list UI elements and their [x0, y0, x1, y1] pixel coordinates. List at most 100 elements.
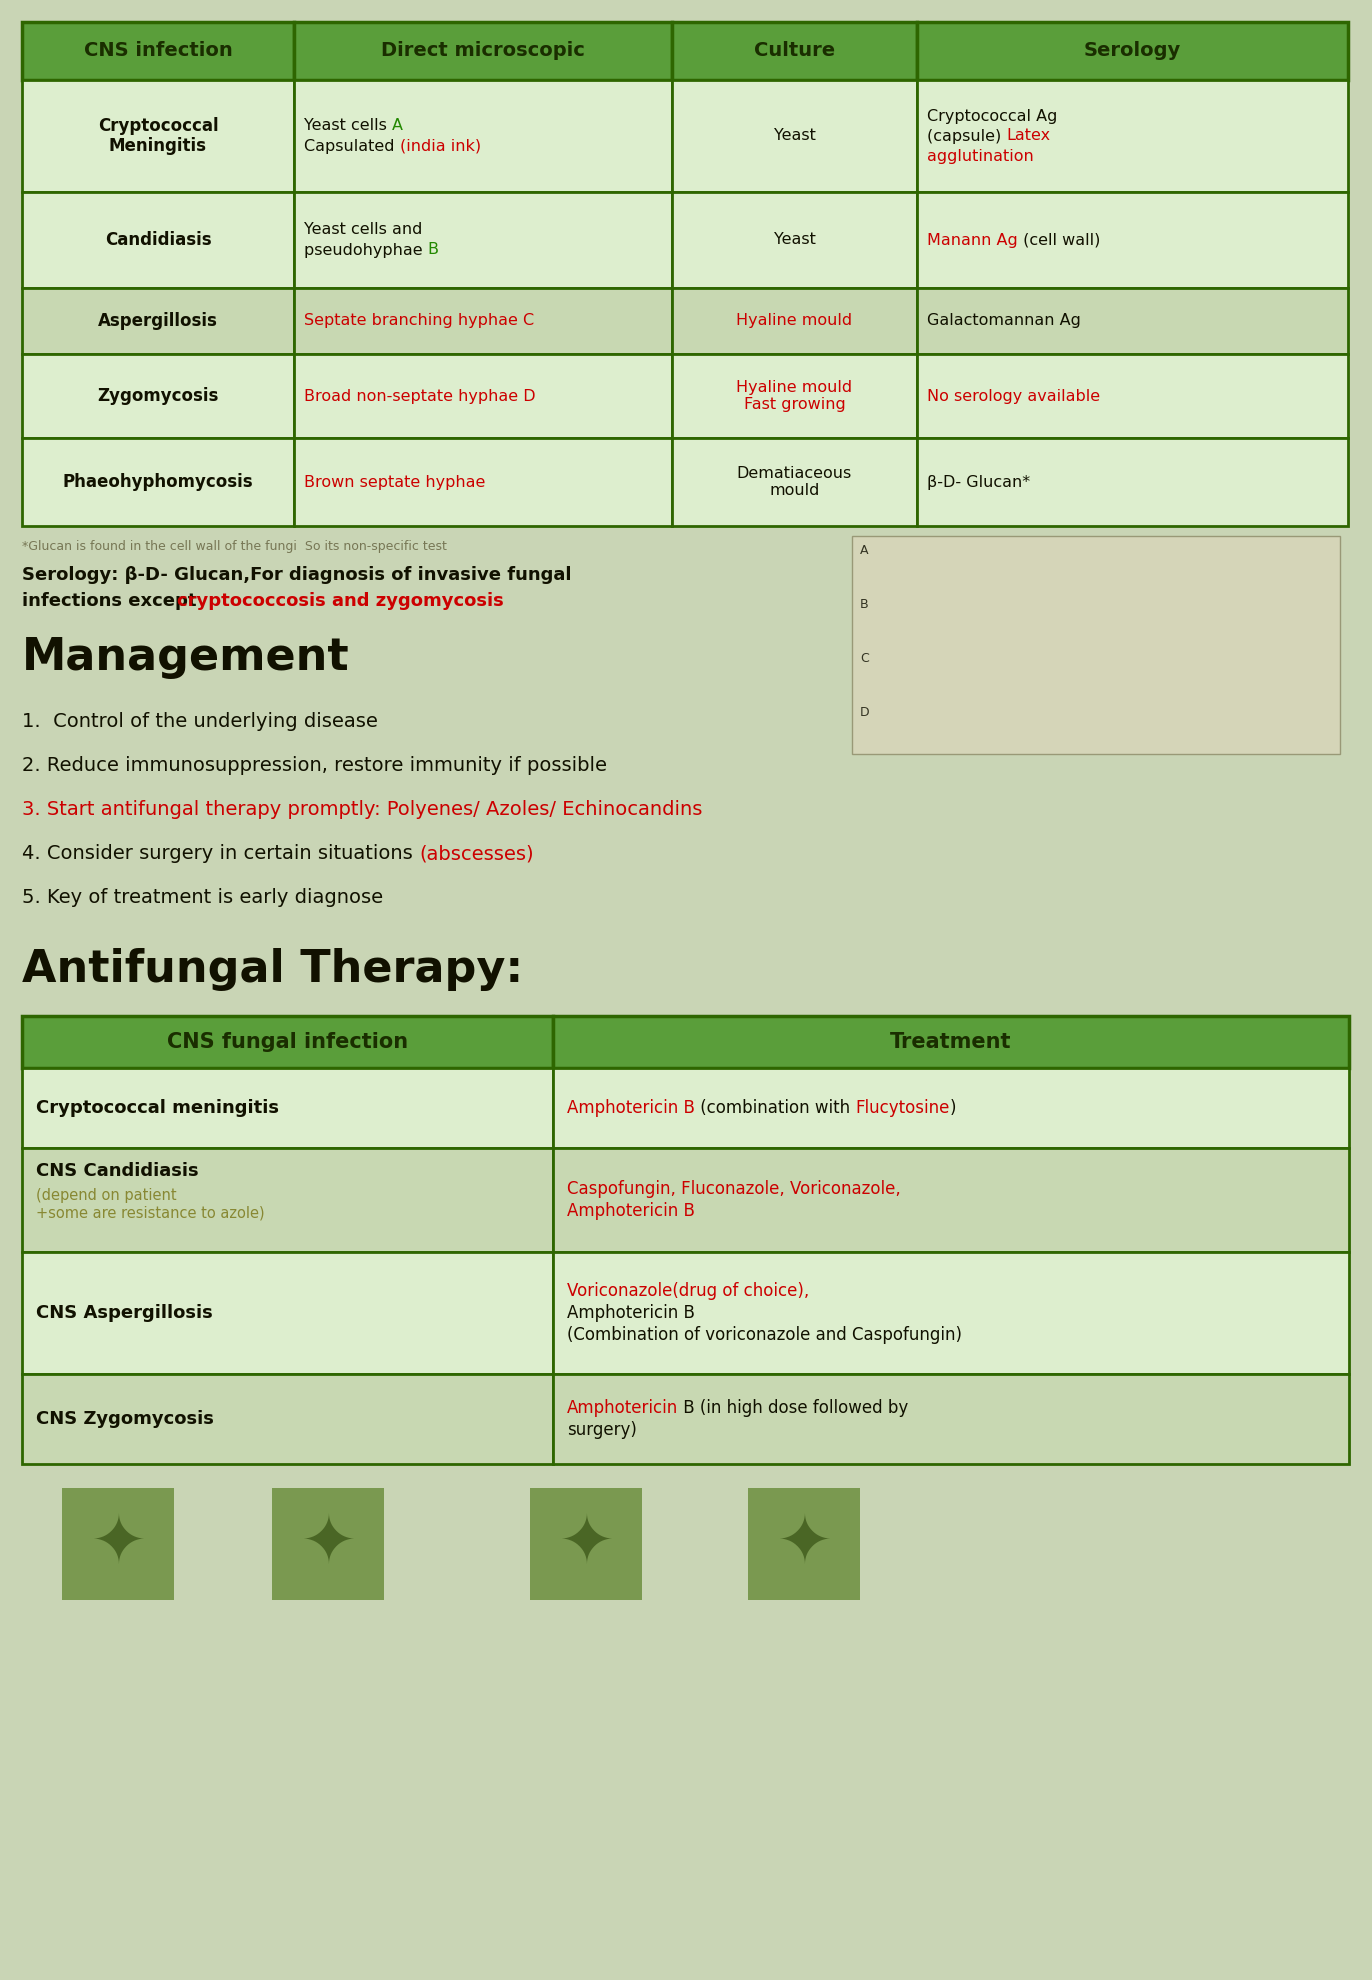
Text: Manann Ag: Manann Ag [927, 232, 1018, 248]
Text: Amphotericin B: Amphotericin B [567, 1305, 694, 1323]
Text: ✦: ✦ [91, 1511, 145, 1576]
Text: Serology: β-D- Glucan,For diagnosis of invasive fungal: Serology: β-D- Glucan,For diagnosis of i… [22, 566, 572, 584]
Text: Yeast cells: Yeast cells [305, 119, 392, 133]
Text: Cryptococcal meningitis: Cryptococcal meningitis [36, 1099, 279, 1117]
Bar [916, 79, 1349, 192]
Text: Broad non-septate hyphae D: Broad non-septate hyphae D [305, 388, 535, 404]
Text: 2. Reduce immunosuppression, restore immunity if possible: 2. Reduce immunosuppression, restore imm… [22, 756, 606, 774]
Text: β-D- Glucan*: β-D- Glucan* [927, 475, 1030, 489]
Text: pseudohyphae: pseudohyphae [305, 242, 428, 257]
Bar [22, 438, 294, 527]
Bar [62, 1489, 174, 1600]
Text: 4. Consider surgery in certain situations: 4. Consider surgery in certain situation… [22, 843, 418, 863]
Bar [22, 1251, 553, 1374]
Bar [22, 1067, 553, 1148]
Text: Treatment: Treatment [890, 1032, 1011, 1051]
Bar [916, 438, 1349, 527]
Text: Yeast: Yeast [774, 129, 815, 143]
Text: (capsule): (capsule) [927, 129, 1007, 143]
Bar [553, 1016, 1349, 1067]
Text: CNS Candidiasis: CNS Candidiasis [36, 1162, 199, 1180]
Bar [916, 22, 1349, 79]
Text: No serology available: No serology available [927, 388, 1100, 404]
Bar [294, 79, 672, 192]
Text: Direct microscopic: Direct microscopic [381, 42, 584, 61]
Text: CNS fungal infection: CNS fungal infection [167, 1032, 407, 1051]
Text: B (in high dose followed by: B (in high dose followed by [678, 1400, 908, 1418]
Text: D: D [860, 707, 870, 719]
Text: Caspofungin, Fluconazole, Voriconazole,: Caspofungin, Fluconazole, Voriconazole, [567, 1180, 901, 1198]
Text: 5. Key of treatment is early diagnose: 5. Key of treatment is early diagnose [22, 887, 383, 907]
Text: A: A [392, 119, 403, 133]
Text: Cryptococcal
Meningitis: Cryptococcal Meningitis [97, 117, 218, 154]
Text: surgery): surgery) [567, 1422, 637, 1439]
Text: (cell wall): (cell wall) [1018, 232, 1100, 248]
Bar [294, 192, 672, 287]
Bar [916, 192, 1349, 287]
Bar [294, 438, 672, 527]
Text: CNS Zygomycosis: CNS Zygomycosis [36, 1410, 214, 1428]
Text: infections except: infections except [22, 592, 203, 610]
Bar [22, 22, 294, 79]
Text: Flucytosine: Flucytosine [855, 1099, 949, 1117]
Text: Galactomannan Ag: Galactomannan Ag [927, 313, 1081, 329]
Text: B: B [428, 242, 439, 257]
Text: (Combination of voriconazole and Caspofungin): (Combination of voriconazole and Caspofu… [567, 1327, 962, 1344]
Bar [22, 1374, 553, 1463]
Bar [916, 354, 1349, 438]
Bar [852, 537, 1340, 754]
Bar [553, 1148, 1349, 1251]
Text: Amphotericin B: Amphotericin B [567, 1099, 694, 1117]
Text: Yeast: Yeast [774, 232, 815, 248]
Bar [272, 1489, 384, 1600]
Bar [294, 354, 672, 438]
Text: *Glucan is found in the cell wall of the fungi  So its non-specific test: *Glucan is found in the cell wall of the… [22, 541, 447, 552]
Text: Yeast cells and: Yeast cells and [305, 222, 423, 238]
Text: Latex: Latex [1007, 129, 1051, 143]
Bar [22, 1016, 553, 1067]
Text: (abscesses): (abscesses) [418, 843, 534, 863]
Text: ✦: ✦ [777, 1511, 831, 1576]
Text: Aspergillosis: Aspergillosis [97, 313, 218, 331]
Text: Amphotericin: Amphotericin [567, 1400, 678, 1418]
Text: Dematiaceous
mould: Dematiaceous mould [737, 465, 852, 499]
Text: cryptococcosis and zygomycosis: cryptococcosis and zygomycosis [177, 592, 504, 610]
Text: Antifungal Therapy:: Antifungal Therapy: [22, 948, 523, 992]
Bar [294, 22, 672, 79]
Text: Brown septate hyphae: Brown septate hyphae [305, 475, 486, 489]
Text: Serology: Serology [1084, 42, 1181, 61]
Bar [916, 287, 1349, 354]
Text: (depend on patient
+some are resistance to azole): (depend on patient +some are resistance … [36, 1188, 265, 1220]
Bar [672, 354, 916, 438]
Bar [672, 192, 916, 287]
Text: ): ) [949, 1099, 956, 1117]
Text: A: A [860, 544, 868, 556]
Text: (india ink): (india ink) [399, 139, 480, 154]
Bar [748, 1489, 860, 1600]
Bar [22, 354, 294, 438]
Text: B: B [860, 598, 868, 612]
Text: agglutination: agglutination [927, 148, 1033, 164]
Text: Management: Management [22, 636, 350, 679]
Text: Amphotericin B: Amphotericin B [567, 1202, 694, 1220]
Bar [553, 1374, 1349, 1463]
Bar [553, 1251, 1349, 1374]
Text: C: C [860, 651, 868, 665]
Text: Zygomycosis: Zygomycosis [97, 386, 218, 406]
Bar [672, 79, 916, 192]
Text: ✦: ✦ [558, 1511, 613, 1576]
Bar [530, 1489, 642, 1600]
Text: Capsulated: Capsulated [305, 139, 399, 154]
Text: Cryptococcal Ag: Cryptococcal Ag [927, 109, 1058, 123]
Text: 3. Start antifungal therapy promptly: Polyenes/ Azoles/ Echinocandins: 3. Start antifungal therapy promptly: Po… [22, 800, 702, 820]
Text: Voriconazole(drug of choice),: Voriconazole(drug of choice), [567, 1281, 809, 1301]
Text: CNS Aspergillosis: CNS Aspergillosis [36, 1305, 213, 1323]
Text: Phaeohyphomycosis: Phaeohyphomycosis [63, 473, 254, 491]
Text: ✦: ✦ [300, 1511, 355, 1576]
Bar [22, 192, 294, 287]
Text: 1.  Control of the underlying disease: 1. Control of the underlying disease [22, 713, 377, 731]
Bar [294, 287, 672, 354]
Text: Culture: Culture [755, 42, 836, 61]
Text: Hyaline mould
Fast growing: Hyaline mould Fast growing [737, 380, 852, 412]
Bar [22, 1148, 553, 1251]
